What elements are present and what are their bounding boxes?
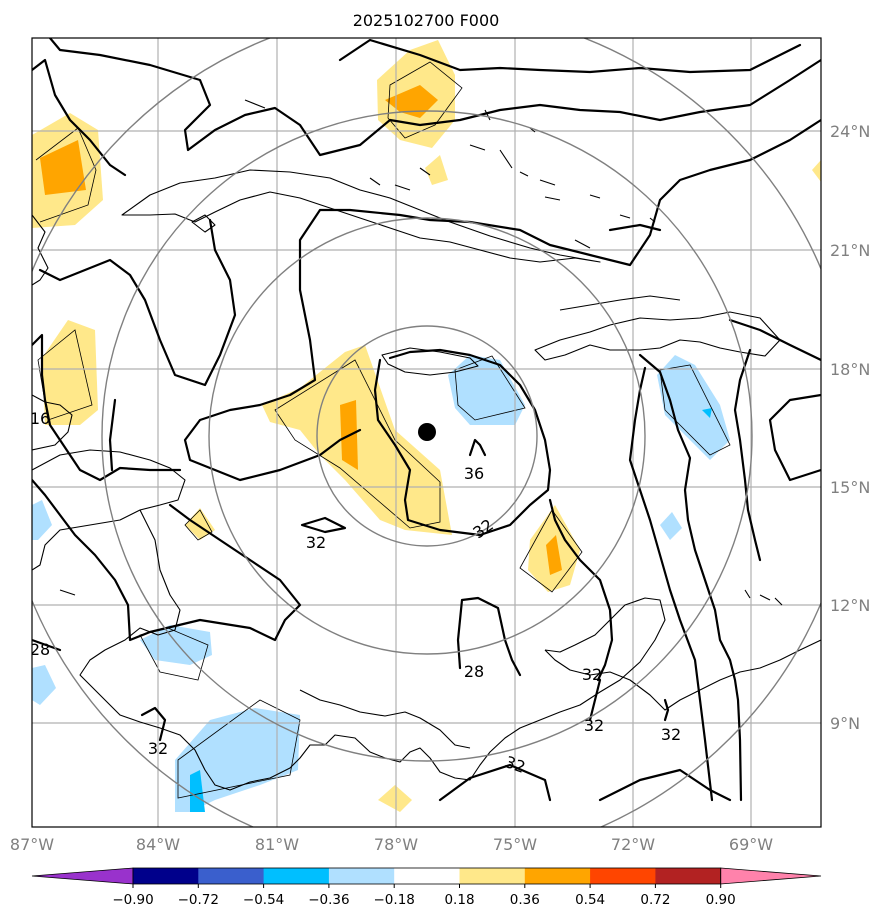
contour-label: 32: [661, 725, 681, 744]
colorbar-swatch: [459, 868, 526, 884]
storm-center-dot: [418, 423, 436, 441]
lesser-antilles: [59, 589, 783, 606]
lon-tick: 72°W: [611, 835, 655, 854]
contour-label: 28: [464, 662, 484, 681]
colorbar-swatch: [328, 868, 395, 884]
figure-title: 2025102700 F000: [353, 11, 500, 30]
lon-tick: 87°W: [10, 835, 54, 854]
colorbar-outline: [132, 867, 722, 885]
colorbar-tick-label: 0.90: [706, 892, 736, 908]
colorbar-swatch: [655, 868, 722, 884]
bahamas-islands: [244, 99, 656, 249]
colorbar-extend-low: [31, 867, 134, 885]
colorbar-tick-label: −0.72: [178, 892, 219, 908]
lat-tick: 15°N: [830, 478, 870, 497]
colorbar-swatch: [524, 868, 591, 884]
hispaniola-north: [559, 295, 681, 311]
cuba-coast: [121, 169, 601, 263]
lat-tick: 12°N: [830, 596, 870, 615]
hispaniola-coast: [534, 311, 781, 361]
honduras-nicaragua-coast: [79, 509, 666, 791]
contour-label: 32: [469, 515, 497, 542]
lat-tick: 24°N: [830, 122, 870, 141]
colorbar-tick-label: −0.36: [308, 892, 349, 908]
contour-label: 28: [30, 640, 50, 659]
colorbar: −0.90 −0.72 −0.54 −0.36 −0.18 0.18 0.36 0.54 0.7…: [31, 867, 822, 908]
florida-coast: [32, 214, 49, 286]
colorbar-tick-label: 0.36: [510, 892, 540, 908]
lon-tick: 81°W: [255, 835, 299, 854]
map-area: 16 36 32 32 28 28 32 32 32 32 32: [30, 38, 821, 827]
lat-tick: 18°N: [830, 360, 870, 379]
colorbar-swatch: [590, 868, 656, 884]
colorbar-swatch: [198, 868, 265, 884]
colorbar-tick-label: 0.72: [640, 892, 670, 908]
map-frame: [31, 37, 822, 828]
graticule: [32, 38, 821, 827]
isle-of-youth: [191, 214, 216, 233]
colombia-venezuela-coast: [544, 639, 821, 711]
contour-label: 32: [584, 716, 604, 735]
contour-label: 16: [30, 409, 50, 428]
contour-label: 32: [582, 665, 602, 684]
lon-tick: 78°W: [374, 835, 418, 854]
lon-tick: 75°W: [493, 835, 537, 854]
latitude-ticks: 24°N 21°N 18°N 15°N 12°N 9°N: [830, 122, 870, 733]
contour-label: 32: [306, 533, 326, 552]
panama-coast: [299, 689, 471, 749]
range-rings: [32, 38, 821, 827]
colorbar-tick-label: −0.18: [374, 892, 415, 908]
thick-contours: [32, 38, 821, 802]
colorbar-tick-label: −0.54: [243, 892, 284, 908]
significance-outlines: [35, 61, 731, 799]
lat-tick: 9°N: [830, 714, 860, 733]
colorbar-tick-label: 0.18: [444, 892, 474, 908]
contour-label: 36: [464, 464, 484, 483]
contour-label: 32: [148, 739, 168, 758]
contour-label: 32: [502, 752, 528, 777]
colorbar-swatch: [263, 868, 330, 884]
colorbar-swatch: [394, 868, 460, 884]
colorbar-tick-label: 0.54: [575, 892, 605, 908]
lon-tick: 84°W: [136, 835, 180, 854]
colorbar-swatch: [133, 868, 199, 884]
colorbar-extend-high: [720, 867, 822, 885]
central-america-coast: [32, 449, 186, 571]
colorbar-tick-label: −0.90: [112, 892, 153, 908]
coastlines: [32, 99, 821, 791]
longitude-ticks: 87°W 84°W 81°W 78°W 75°W 72°W 69°W: [10, 835, 773, 854]
lon-tick: 69°W: [729, 835, 773, 854]
lat-tick: 21°N: [830, 241, 870, 260]
